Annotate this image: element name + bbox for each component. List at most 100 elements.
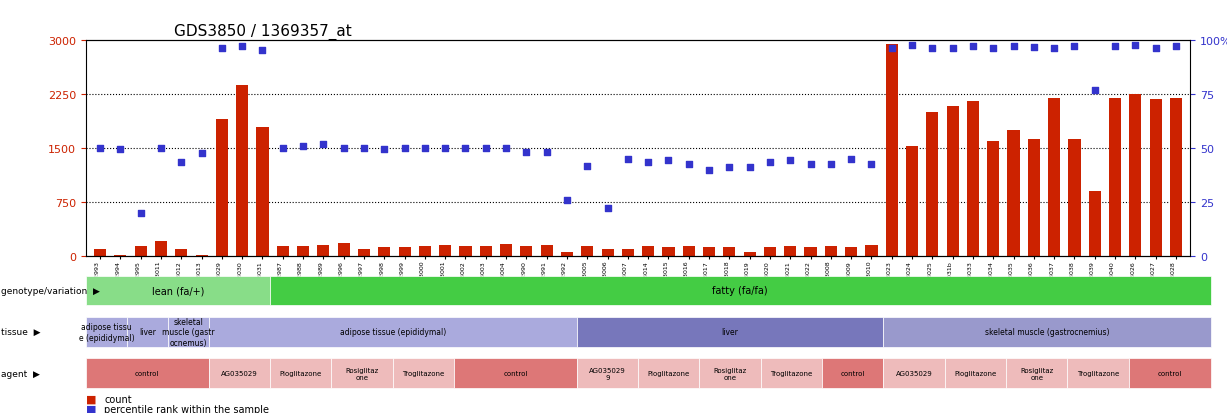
Point xyxy=(131,210,151,216)
Bar xyxy=(805,247,817,256)
Bar xyxy=(1048,99,1060,256)
Bar xyxy=(582,247,594,256)
Point xyxy=(984,45,1004,52)
Bar xyxy=(622,249,634,256)
Bar xyxy=(277,247,288,256)
Text: fatty (fa/fa): fatty (fa/fa) xyxy=(713,286,768,296)
Bar xyxy=(967,102,979,256)
Text: adipose tissu
e (epididymal): adipose tissu e (epididymal) xyxy=(79,323,134,342)
Bar xyxy=(988,142,999,256)
Text: Troglitazone: Troglitazone xyxy=(771,370,812,376)
Text: GDS3850 / 1369357_at: GDS3850 / 1369357_at xyxy=(174,24,352,40)
Point xyxy=(1106,44,1125,50)
Point xyxy=(1146,45,1166,52)
Point xyxy=(821,161,840,168)
Text: AG035029: AG035029 xyxy=(221,370,258,376)
Text: agent  ▶: agent ▶ xyxy=(1,369,40,378)
Bar xyxy=(784,247,796,256)
Point xyxy=(517,149,536,156)
Point xyxy=(436,145,455,152)
Point xyxy=(1004,44,1023,50)
Bar xyxy=(135,247,147,256)
Point xyxy=(861,161,881,168)
Point xyxy=(1125,43,1145,50)
Point xyxy=(618,156,638,163)
Text: percentile rank within the sample: percentile rank within the sample xyxy=(104,404,269,413)
Text: Troglitazone: Troglitazone xyxy=(1077,370,1119,376)
Point xyxy=(537,149,557,156)
Bar xyxy=(1109,99,1121,256)
Point xyxy=(476,145,496,152)
Point xyxy=(923,45,942,52)
Point xyxy=(1044,45,1064,52)
Point xyxy=(902,43,921,50)
Bar xyxy=(520,247,533,256)
Text: Pioglitazone: Pioglitazone xyxy=(648,370,690,376)
Point xyxy=(761,160,780,166)
Bar xyxy=(318,245,330,256)
Bar xyxy=(926,113,939,256)
Point xyxy=(253,47,272,54)
Bar xyxy=(337,244,350,256)
Point xyxy=(1025,45,1044,51)
Point xyxy=(842,156,861,163)
Point xyxy=(172,159,191,166)
Bar xyxy=(256,127,269,256)
Text: Pioglitazone: Pioglitazone xyxy=(955,370,996,376)
Bar xyxy=(439,245,452,256)
Point xyxy=(557,197,577,204)
Point xyxy=(374,147,394,153)
Text: ■: ■ xyxy=(86,404,97,413)
Bar xyxy=(236,85,248,256)
Point xyxy=(110,147,130,153)
Bar xyxy=(175,249,188,256)
Point xyxy=(578,163,598,170)
Text: AG035029
9: AG035029 9 xyxy=(589,367,626,380)
Bar xyxy=(906,147,918,256)
Bar xyxy=(845,247,858,256)
Point xyxy=(415,145,434,152)
Point xyxy=(679,161,698,168)
Bar xyxy=(723,247,735,256)
Point xyxy=(212,45,232,52)
Point xyxy=(334,145,353,152)
Point xyxy=(355,145,374,152)
Text: skeletal muscle (gastrocnemius): skeletal muscle (gastrocnemius) xyxy=(985,328,1109,337)
Text: adipose tissue (epididymal): adipose tissue (epididymal) xyxy=(340,328,445,337)
Bar xyxy=(642,247,654,256)
Bar xyxy=(418,246,431,256)
Point xyxy=(801,161,821,168)
Bar xyxy=(764,247,775,256)
Text: control: control xyxy=(1157,370,1182,376)
Bar xyxy=(825,247,837,256)
Point xyxy=(314,142,334,148)
Text: control: control xyxy=(840,370,865,376)
Bar xyxy=(155,242,167,256)
Text: control: control xyxy=(503,370,528,376)
Point xyxy=(455,145,475,152)
Point xyxy=(740,164,760,171)
Bar xyxy=(886,45,898,256)
Point xyxy=(719,165,739,171)
Bar xyxy=(1150,100,1162,256)
Bar xyxy=(94,249,107,256)
Point xyxy=(699,167,719,173)
Bar xyxy=(541,245,553,256)
Bar xyxy=(459,246,471,256)
Bar xyxy=(216,120,228,256)
Bar xyxy=(480,247,492,256)
Point xyxy=(191,150,211,157)
Point xyxy=(1085,88,1104,94)
Bar xyxy=(1028,140,1040,256)
Bar xyxy=(663,247,675,256)
Bar xyxy=(703,247,715,256)
Point xyxy=(942,45,962,52)
Point xyxy=(963,44,983,50)
Text: tissue  ▶: tissue ▶ xyxy=(1,328,40,337)
Bar xyxy=(297,246,309,256)
Text: Rosiglitaz
one: Rosiglitaz one xyxy=(1020,367,1054,380)
Point xyxy=(1166,44,1185,50)
Bar xyxy=(946,107,958,256)
Text: skeletal
muscle (gastr
ocnemus): skeletal muscle (gastr ocnemus) xyxy=(162,317,215,347)
Text: ■: ■ xyxy=(86,394,97,404)
